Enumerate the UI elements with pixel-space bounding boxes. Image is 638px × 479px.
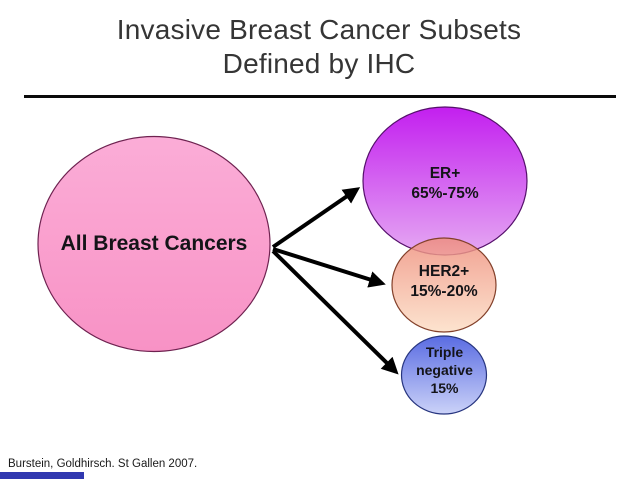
arrow-to-her2-positive: [272, 247, 386, 288]
her2-positive-label: HER2+ 15%-20%: [392, 262, 496, 302]
citation-text: Burstein, Goldhirsch. St Gallen 2007.: [8, 458, 198, 470]
her2-positive-name: HER2+: [418, 263, 470, 280]
er-positive-label: ER+ 65%-75%: [385, 164, 505, 204]
er-positive-name: ER+: [429, 165, 461, 182]
all-breast-cancers-label: All Breast Cancers: [60, 232, 248, 255]
triple-negative-name: Triple negative: [416, 344, 473, 378]
slide-title-line1: Invasive Breast Cancer Subsets: [116, 14, 522, 45]
her2-positive-percentage: 15%-20%: [410, 282, 478, 300]
triple-negative-label: Triple negative 15%: [404, 344, 485, 398]
er-positive-percentage: 65%-75%: [411, 184, 479, 202]
her2-positive-circle: [391, 237, 497, 333]
all-breast-cancers-circle: [37, 135, 271, 353]
arrow-to-er-positive: [271, 187, 361, 249]
slide-title: Invasive Breast Cancer Subsets Defined b…: [0, 13, 638, 81]
triple-negative-percentage: 15%: [430, 379, 459, 396]
footer-accent-bar: [0, 472, 84, 479]
triple-negative-circle: [400, 335, 488, 415]
slide-title-line2: Defined by IHC: [222, 48, 416, 79]
title-divider-line: [24, 95, 616, 98]
arrow-to-triple-negative: [271, 249, 399, 375]
